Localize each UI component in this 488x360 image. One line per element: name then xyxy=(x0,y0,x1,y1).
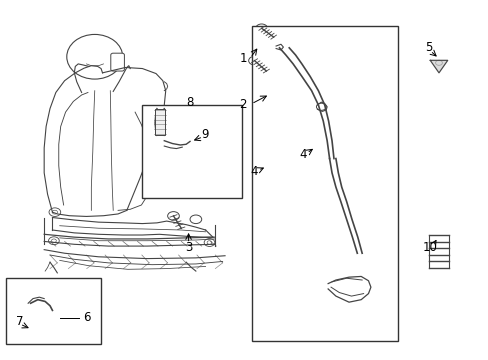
Text: 2: 2 xyxy=(239,99,246,112)
Bar xyxy=(155,109,164,135)
Text: 9: 9 xyxy=(201,128,209,141)
Text: 8: 8 xyxy=(186,96,193,109)
Text: 10: 10 xyxy=(422,241,437,255)
Bar xyxy=(142,105,242,198)
Text: 7: 7 xyxy=(16,315,23,328)
Bar xyxy=(6,278,101,344)
Text: 4: 4 xyxy=(299,148,306,161)
Text: 6: 6 xyxy=(83,311,90,324)
Text: 1: 1 xyxy=(239,52,246,65)
Text: 3: 3 xyxy=(184,241,192,255)
FancyBboxPatch shape xyxy=(111,53,124,71)
Text: 5: 5 xyxy=(425,41,432,54)
Polygon shape xyxy=(429,60,447,73)
Text: 4: 4 xyxy=(250,165,258,178)
Bar xyxy=(251,26,397,341)
